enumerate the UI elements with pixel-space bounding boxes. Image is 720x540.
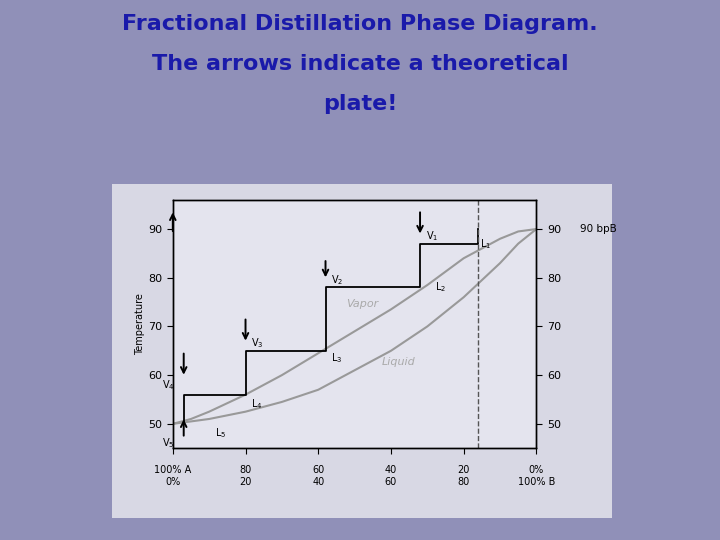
Text: 40: 40 — [384, 465, 397, 475]
Text: plate!: plate! — [323, 94, 397, 114]
Text: V$_5$: V$_5$ — [162, 436, 174, 450]
Text: Fractional Distillation Phase Diagram.: Fractional Distillation Phase Diagram. — [122, 14, 598, 33]
Text: L$_4$: L$_4$ — [251, 397, 263, 411]
Text: V$_3$: V$_3$ — [251, 336, 264, 350]
Text: Vapor: Vapor — [346, 299, 378, 309]
Text: 20: 20 — [457, 465, 470, 475]
Text: 100% A: 100% A — [154, 465, 192, 475]
Text: 80: 80 — [457, 477, 470, 488]
Text: L$_5$: L$_5$ — [215, 427, 226, 441]
Text: 100% B: 100% B — [518, 477, 555, 488]
Text: V$_2$: V$_2$ — [331, 273, 343, 287]
Text: 80: 80 — [239, 465, 252, 475]
Text: 60: 60 — [384, 477, 397, 488]
Text: 20: 20 — [239, 477, 252, 488]
Y-axis label: Temperature: Temperature — [135, 293, 145, 355]
Text: Liquid: Liquid — [382, 357, 415, 367]
Text: 0%: 0% — [528, 465, 544, 475]
Text: 90 bpB: 90 bpB — [580, 224, 617, 234]
Text: L$_1$: L$_1$ — [480, 237, 491, 251]
Text: L$_2$: L$_2$ — [435, 281, 446, 294]
Text: 60: 60 — [312, 465, 325, 475]
Text: The arrows indicate a theoretical: The arrows indicate a theoretical — [152, 54, 568, 74]
Text: 40: 40 — [312, 477, 325, 488]
Text: V$_1$: V$_1$ — [426, 230, 438, 243]
Text: V$_4$: V$_4$ — [162, 378, 175, 392]
Text: L$_3$: L$_3$ — [331, 351, 342, 365]
Text: 0%: 0% — [165, 477, 181, 488]
